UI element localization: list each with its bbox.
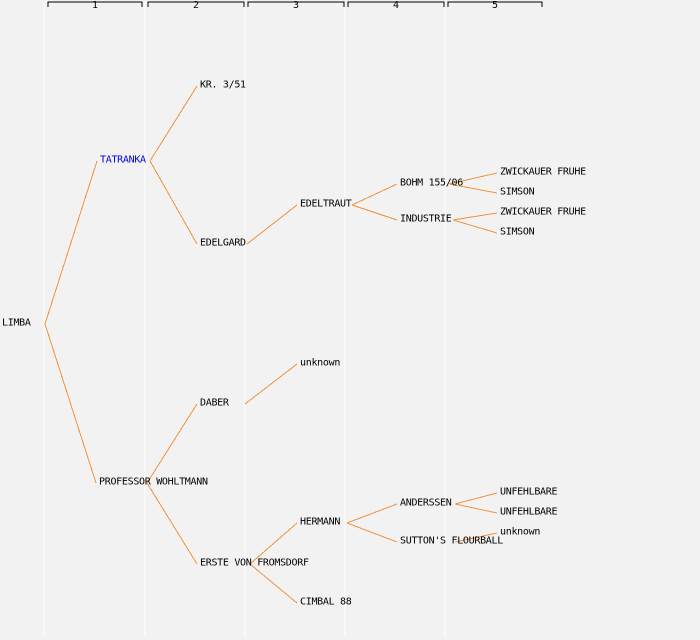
pedigree-node-daber[interactable]: DABER: [200, 397, 229, 409]
pedigree-node-limba[interactable]: LIMBA: [2, 317, 31, 329]
pedigree-node-edelgard[interactable]: EDELGARD: [200, 237, 246, 249]
pedigree-node-cimbal[interactable]: CIMBAL 88: [300, 596, 352, 608]
pedigree-node-zf2[interactable]: ZWICKAUER FRUHE: [500, 206, 586, 218]
generation-label: 3: [292, 0, 300, 11]
generation-bracket: [47, 1, 143, 7]
pedigree-edge-bohm-zf1: [448, 172, 498, 185]
pedigree-node-unknown1[interactable]: unknown: [300, 357, 341, 369]
pedigree-node-s2[interactable]: SIMSON: [500, 226, 535, 238]
pedigree-edge-limba-prof: [44, 323, 97, 484]
pedigree-edge-prof-erste: [146, 482, 198, 565]
pedigree-edge-industrie-zf2: [452, 212, 498, 221]
pedigree-edge-anderssen-unf1: [454, 492, 498, 505]
pedigree-edge-tatranka-edelgard: [149, 160, 198, 245]
pedigree-edge-hermann-anderssen: [346, 503, 398, 524]
pedigree-edge-hermann-sutton: [346, 522, 398, 543]
pedigree-node-zf1[interactable]: ZWICKAUER FRUHE: [500, 166, 586, 178]
pedigree-edge-bohm-s1: [448, 183, 498, 194]
pedigree-node-unf2[interactable]: UNFEHLBARE: [500, 506, 558, 518]
pedigree-edge-anderssen-unf2: [454, 503, 498, 514]
pedigree-node-unknown2[interactable]: unknown: [500, 526, 541, 538]
pedigree-edge-erste-hermann: [249, 522, 298, 565]
generation-label: 4: [392, 0, 400, 11]
generation-label: 2: [192, 0, 200, 11]
pedigree-node-anderssen[interactable]: ANDERSSEN: [400, 497, 452, 509]
pedigree-edge-industrie-s2: [452, 219, 498, 234]
generation-bracket: [347, 1, 445, 7]
pedigree-node-s1[interactable]: SIMSON: [500, 186, 535, 198]
pedigree-edges-group: [44, 85, 498, 604]
pedigree-node-tatranka[interactable]: TATRANKA: [100, 154, 146, 166]
pedigree-node-sutton[interactable]: SUTTON'S FLOURBALL: [400, 535, 503, 547]
generation-axis-brackets: [47, 1, 543, 7]
generation-bracket: [447, 1, 543, 7]
pedigree-node-kr[interactable]: KR. 3/51: [200, 79, 246, 91]
pedigree-node-bohm[interactable]: BOHM 155/06: [400, 177, 463, 189]
gridlines-group: [43, 2, 446, 637]
pedigree-edge-erste-cimbal: [249, 563, 298, 604]
pedigree-edge-sutton-unknown2: [454, 532, 498, 543]
pedigree-node-erste[interactable]: ERSTE VON FROMSDORF: [200, 557, 309, 569]
generation-label: 5: [491, 0, 499, 11]
pedigree-node-edeltraut[interactable]: EDELTRAUT: [300, 198, 352, 210]
generation-bracket: [147, 1, 245, 7]
pedigree-node-unf1[interactable]: UNFEHLBARE: [500, 486, 558, 498]
pedigree-edge-daber-unknown1: [244, 363, 298, 405]
pedigree-edge-limba-tatranka: [44, 160, 98, 325]
generation-label: 1: [91, 0, 99, 11]
pedigree-edge-edeltraut-industrie: [351, 204, 398, 221]
generation-bracket: [247, 1, 345, 7]
pedigree-node-hermann[interactable]: HERMANN: [300, 516, 341, 528]
pedigree-edge-edelgard-edeltraut: [246, 204, 298, 245]
pedigree-edge-prof-daber: [146, 403, 198, 484]
pedigree-edge-tatranka-kr: [149, 85, 198, 162]
pedigree-node-prof[interactable]: PROFESSOR WOHLTMANN: [99, 476, 208, 488]
pedigree-edge-edeltraut-bohm: [351, 183, 398, 206]
pedigree-node-industrie[interactable]: INDUSTRIE: [400, 213, 452, 225]
